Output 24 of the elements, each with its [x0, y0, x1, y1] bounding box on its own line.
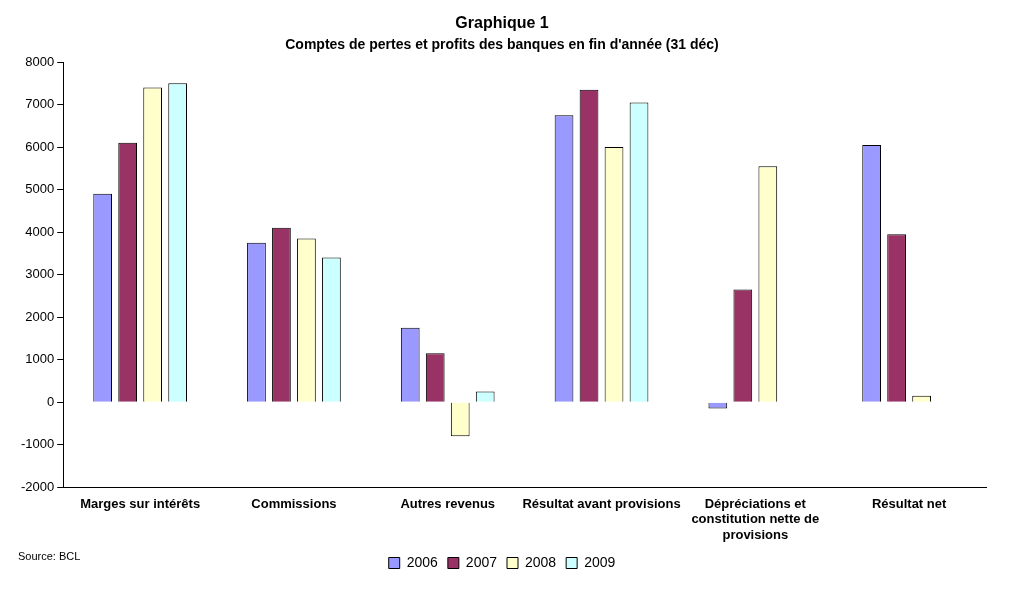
x-tick-label: Commissions — [251, 495, 337, 511]
y-tick-label: 4000 — [25, 223, 55, 239]
y-tick-label: 1000 — [25, 351, 55, 367]
x-tick-label: Autres revenus — [400, 495, 496, 511]
legend-label: 2007 — [465, 553, 498, 570]
y-tick-label: -1000 — [21, 436, 55, 452]
y-tick-label: 7000 — [25, 96, 55, 112]
y-tick-label: 8000 — [25, 53, 55, 69]
y-tick-label: -2000 — [21, 478, 55, 494]
source-note: Source: BCL — [18, 549, 81, 562]
y-tick-label: 2000 — [25, 308, 55, 324]
y-tick-label: 0 — [47, 393, 55, 409]
chart-subtitle: Comptes de pertes et profits des banques en fin d'année (31 déc) — [285, 36, 719, 53]
legend-label: 2009 — [584, 553, 616, 570]
y-tick-label: 3000 — [25, 266, 55, 282]
legend-label: 2006 — [406, 553, 439, 570]
x-tick-label: Marges sur intérêts — [80, 495, 201, 511]
legend-label: 2008 — [525, 553, 557, 570]
y-tick-label: 6000 — [25, 138, 55, 154]
x-tick-label: Dépréciations et constitution nette de provisions — [691, 495, 820, 542]
x-tick-label: Résultat net — [871, 495, 947, 511]
chart-title: Graphique 1 — [455, 14, 549, 32]
y-tick-label: 5000 — [25, 181, 55, 197]
x-tick-label: Résultat avant provisions — [522, 495, 681, 511]
